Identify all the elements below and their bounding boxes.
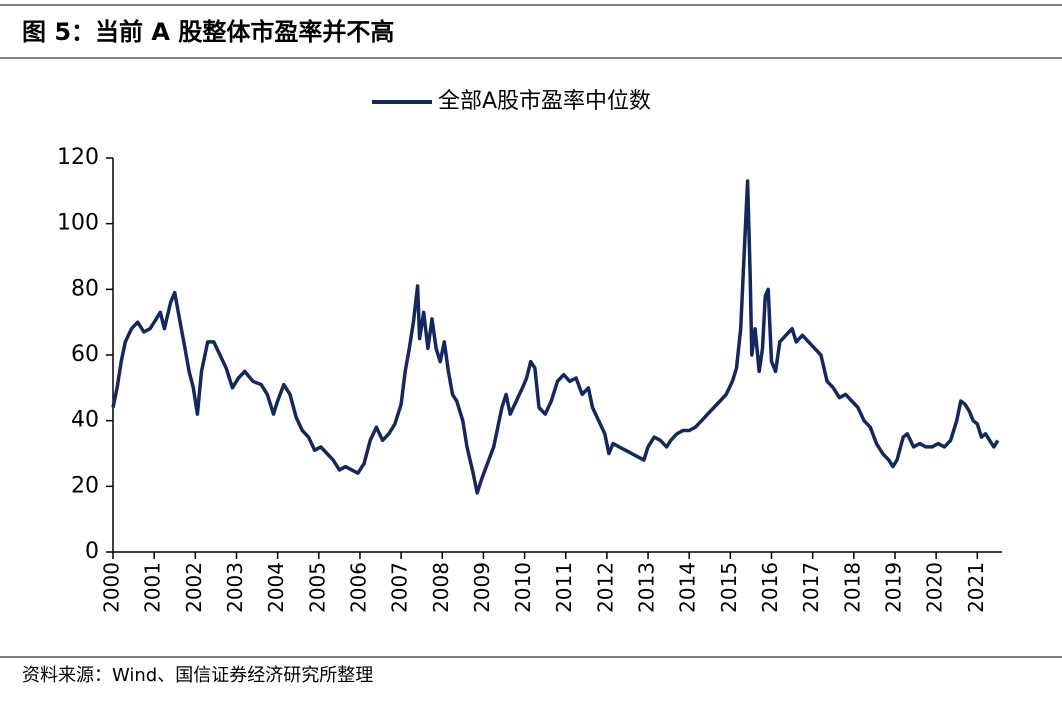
x-tick-label: 2019 — [881, 562, 905, 613]
x-tick-label: 2016 — [758, 562, 782, 613]
y-tick-label: 100 — [57, 211, 99, 236]
x-tick-label: 2011 — [552, 562, 576, 613]
line-series — [111, 179, 1000, 495]
x-tick-label: 2014 — [676, 562, 700, 613]
x-tick-label: 2008 — [429, 562, 453, 613]
x-tick-label: 2005 — [305, 562, 329, 613]
x-tick-label: 2003 — [223, 562, 247, 613]
x-tick-label: 2015 — [717, 562, 741, 613]
x-tick-label: 2004 — [264, 562, 288, 613]
y-tick-label: 20 — [71, 473, 99, 498]
x-tick-label: 2006 — [346, 562, 370, 613]
y-tick-label: 40 — [71, 408, 99, 433]
source-note: 资料来源：Wind、国信证券经济研究所整理 — [22, 665, 373, 686]
x-tick-label: 2018 — [840, 562, 864, 613]
x-tick-label: 2020 — [923, 562, 947, 613]
x-tick-label: 2002 — [182, 562, 206, 613]
y-tick-label: 120 — [57, 145, 99, 170]
x-tick-label: 2021 — [964, 562, 988, 613]
chart-title: 图 5：当前 A 股整体市盈率并不高 — [22, 18, 394, 46]
x-tick-label: 2001 — [141, 562, 165, 613]
x-tick-label: 2012 — [593, 562, 617, 613]
x-tick-label: 2009 — [470, 562, 494, 613]
x-tick-label: 2010 — [511, 562, 535, 613]
x-tick-label: 2017 — [799, 562, 823, 613]
y-tick-label: 60 — [71, 342, 99, 367]
x-tick-label: 2007 — [388, 562, 412, 613]
legend-label: 全部A股市盈率中位数 — [438, 89, 651, 114]
y-tick-label: 0 — [85, 539, 99, 564]
x-tick-label: 2013 — [635, 562, 659, 613]
y-tick-label: 80 — [71, 276, 99, 301]
x-tick-label: 2000 — [100, 562, 124, 613]
